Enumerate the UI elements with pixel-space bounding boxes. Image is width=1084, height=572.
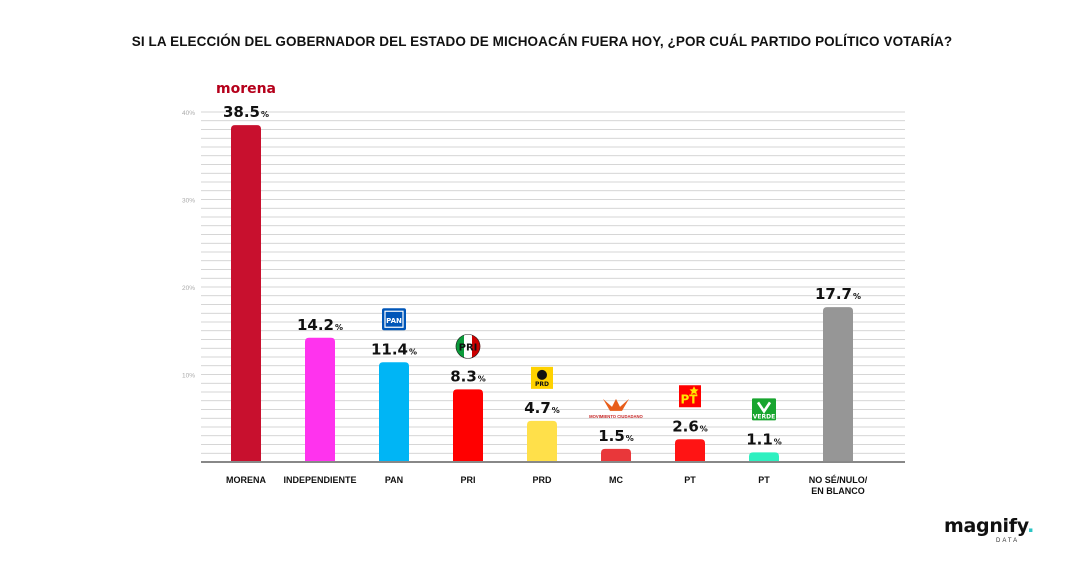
pan-logo-box [382, 308, 406, 331]
pri-logo-white [464, 335, 472, 358]
brand-name: magnify. [944, 515, 1034, 537]
bar-morena [231, 125, 261, 462]
mc-logo-text: MOVIMIENTO CIUDADANO [589, 414, 643, 419]
x-axis-label: PRI [460, 475, 475, 485]
bar-pan [379, 362, 409, 462]
pri-logo: PRI [455, 334, 481, 359]
pt-logo: PT [679, 385, 701, 408]
y-tick-label: 10% [182, 373, 195, 380]
verde-logo: VERDE [752, 398, 776, 421]
x-axis-label: MC [609, 475, 623, 485]
x-axis-label: NO SÉ/NULO/ [809, 475, 868, 485]
x-axis-labels: MORENA INDEPENDIENTE PAN PRI PRD MC PT PT NO SÉ/… [226, 475, 868, 496]
morena-logo: morena [216, 81, 276, 97]
prd-logo: PRD [531, 366, 553, 389]
x-axis-label: PT [758, 475, 770, 485]
magnify-data-logo: magnify. DATA [944, 515, 1044, 544]
y-axis-ticks: 10% 20% 30% 40% [182, 110, 195, 380]
morena-logo-text: morena [216, 81, 276, 97]
value-label: 4.7% [524, 399, 560, 417]
pri-logo-green [455, 334, 464, 358]
value-label: 17.7% [815, 285, 861, 303]
bar-independiente [305, 337, 335, 462]
pan-logo: PAN [382, 308, 406, 331]
chart-title: SI LA ELECCIÓN DEL GOBERNADOR DEL ESTADO… [131, 34, 953, 49]
x-axis-label: INDEPENDIENTE [283, 475, 356, 485]
value-labels: 38.5% 14.2% 11.4% 8.3% 4.7% 1.5% 2.6% 1.1% 17.7% [223, 103, 861, 448]
party-logos: morena PAN PRI PRD MOVIMIENTO CIUDADANO PT VER… [216, 81, 776, 421]
bar-mc [601, 448, 631, 462]
y-tick-label: 20% [182, 285, 195, 292]
pan-logo-frame [384, 310, 404, 328]
x-axis-label: PRD [532, 475, 552, 485]
bar-pt [749, 452, 779, 462]
bar-pri [453, 389, 483, 462]
mc-logo: MOVIMIENTO CIUDADANO [589, 398, 644, 419]
value-label: 2.6% [672, 417, 708, 435]
pan-logo-text: PAN [386, 317, 402, 325]
pri-logo-ring [455, 334, 481, 359]
value-label: 8.3% [450, 367, 486, 385]
prd-logo-sun [537, 369, 547, 380]
x-axis-label: PT [684, 475, 696, 485]
mc-logo-eagle [603, 398, 629, 411]
brand-subtitle: DATA [996, 538, 1020, 544]
pri-logo-red [472, 334, 481, 358]
value-label: 14.2% [297, 316, 343, 334]
pt-logo-text: PT [681, 392, 699, 406]
verde-logo-text: VERDE [753, 413, 775, 420]
verde-logo-toucan [756, 401, 772, 414]
value-label: 11.4% [371, 340, 417, 358]
y-tick-label: 30% [182, 198, 195, 205]
bar-pt [675, 439, 705, 462]
value-label: 38.5% [223, 103, 269, 121]
x-axis-label: EN BLANCO [811, 486, 865, 496]
x-axis-label: MORENA [226, 475, 266, 485]
y-tick-label: 40% [182, 110, 195, 117]
pt-logo-star [689, 386, 699, 395]
x-axis-label: PAN [385, 475, 403, 485]
value-label: 1.5% [598, 427, 634, 445]
bar-prd [527, 420, 557, 462]
prd-logo-text: PRD [535, 381, 549, 388]
bars [231, 125, 853, 462]
pri-logo-text: PRI [459, 342, 478, 353]
bar-no-s-nulo-en-blanco [823, 307, 853, 462]
value-label: 1.1% [746, 430, 782, 448]
